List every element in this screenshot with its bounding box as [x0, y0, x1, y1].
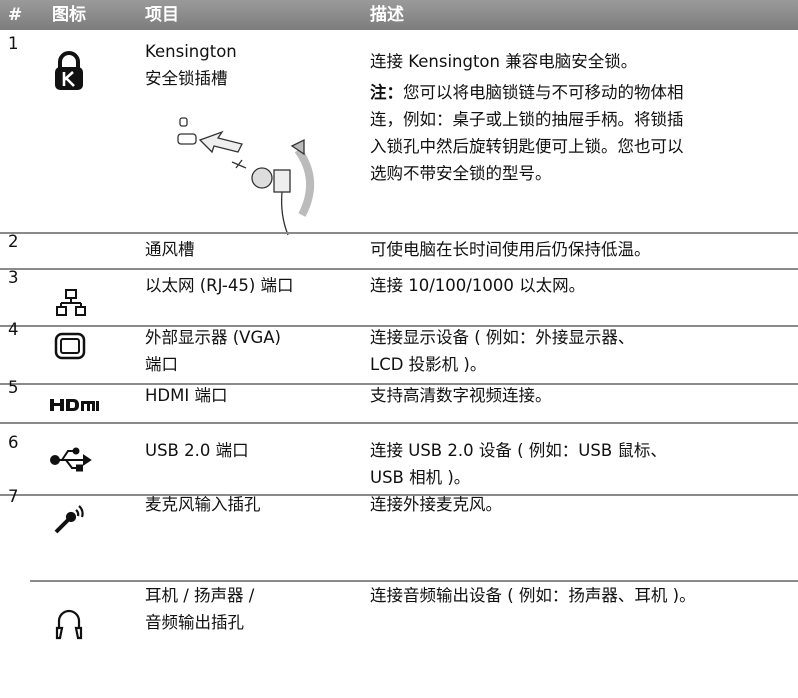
- item-text: 安全锁插槽: [145, 69, 228, 88]
- row-number: 3: [8, 268, 19, 287]
- description-text: 连接显示设备 ( 例如：外接显示器、: [370, 328, 635, 347]
- description-text: 连接 Kensington 兼容电脑安全锁。: [370, 52, 638, 71]
- item-text: 耳机 / 扬声器 /: [145, 586, 255, 605]
- note-text: 选购不带安全锁的型号。: [370, 164, 552, 183]
- note-text: 入锁孔中然后旋转钥匙便可上锁。您也可以: [370, 137, 684, 156]
- note-line: 注：您可以将电脑锁链与不可移动的物体相: [370, 83, 684, 103]
- description-text: LCD 投影机 )。: [370, 355, 487, 374]
- lock-illustration: [177, 117, 315, 236]
- description-text: 支持高清数字视频连接。: [370, 386, 552, 405]
- kensington-icon: [55, 51, 83, 90]
- row-separator: [0, 325, 798, 327]
- item-text: 以太网 (RJ-45) 端口: [145, 276, 294, 295]
- header-cell: #: [8, 5, 23, 25]
- row-number: 6: [8, 433, 19, 452]
- header-bar: [0, 0, 798, 30]
- row-number: 1: [8, 34, 19, 53]
- row-separator: [0, 494, 798, 496]
- description-text: USB 相机 )。: [370, 468, 471, 487]
- item-text: 外部显示器 (VGA): [145, 328, 281, 347]
- description-text: 连接外接麦克风。: [370, 495, 502, 514]
- header-cell: 图标: [52, 5, 86, 25]
- vga-icon: [54, 332, 86, 360]
- note-text: 连，例如：桌子或上锁的抽屉手柄。将锁插: [370, 110, 684, 129]
- row-number: 5: [8, 378, 19, 397]
- item-text: 通风槽: [145, 240, 195, 259]
- description-text: 连接 10/100/1000 以太网。: [370, 276, 586, 295]
- ethernet-icon: [56, 289, 86, 316]
- hdmi-icon: [50, 399, 99, 411]
- description-text: 可使电脑在长时间使用后仍保持低温。: [370, 240, 651, 259]
- header-cell: 项目: [145, 5, 179, 25]
- row-separator: [0, 232, 798, 234]
- row-number: 2: [8, 232, 19, 251]
- row-separator: [30, 580, 798, 582]
- row-number: 4: [8, 320, 19, 339]
- row-separator: [0, 422, 798, 424]
- item-text: Kensington: [145, 42, 237, 61]
- item-text: USB 2.0 端口: [145, 441, 249, 460]
- row-separator: [0, 383, 798, 385]
- item-text: 音频输出插孔: [145, 613, 244, 632]
- usb-icon: [50, 447, 92, 472]
- description-text: 连接 USB 2.0 设备 ( 例如：USB 鼠标、: [370, 441, 667, 460]
- note-text: 您可以将电脑锁链与不可移动的物体相: [403, 83, 684, 102]
- row-number: 7: [8, 487, 19, 506]
- item-text: 端口: [145, 355, 178, 374]
- item-text: 麦克风输入插孔: [145, 495, 261, 514]
- header-cell: 描述: [370, 5, 404, 25]
- microphone-icon: [54, 505, 84, 534]
- headphone-icon: [55, 609, 83, 640]
- note-label: 注：: [370, 83, 403, 102]
- row-separator: [0, 268, 798, 270]
- item-text: HDMI 端口: [145, 386, 228, 405]
- description-text: 连接音频输出设备 ( 例如：扬声器、耳机 )。: [370, 586, 696, 605]
